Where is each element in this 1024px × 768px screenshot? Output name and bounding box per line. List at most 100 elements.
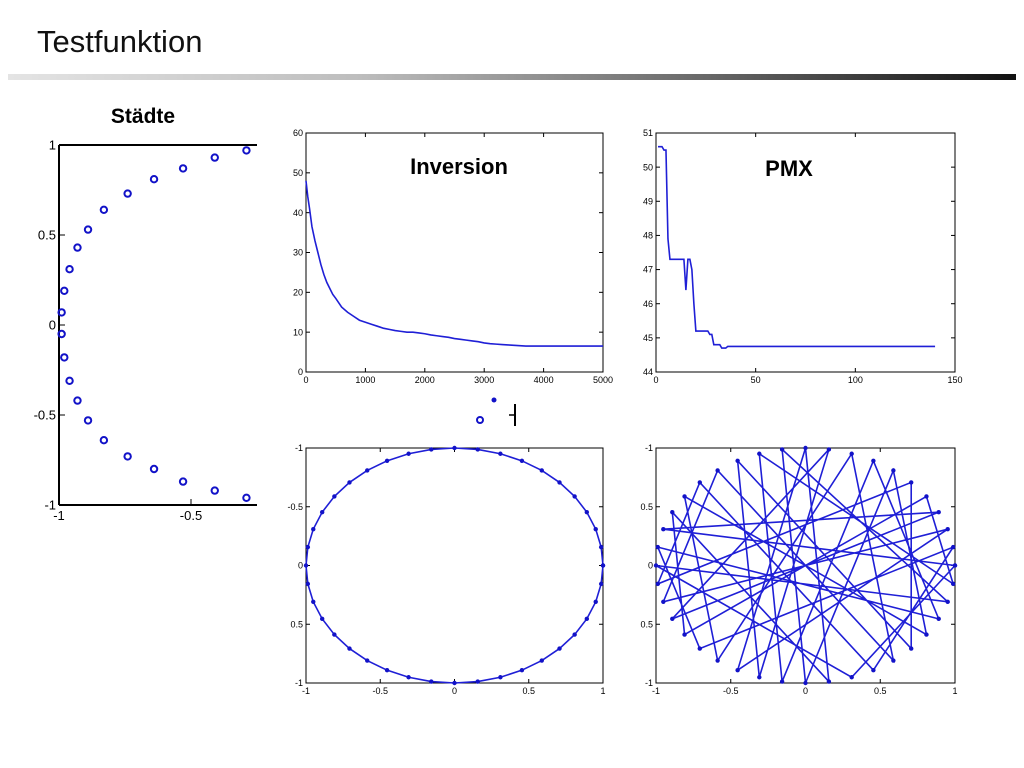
x-tick-label: 0 xyxy=(303,375,308,385)
x-tick-label: 5000 xyxy=(593,375,613,385)
fragment-marker xyxy=(476,416,484,424)
x-tick-label: 0 xyxy=(803,686,808,696)
y-tick-label: 50 xyxy=(643,162,653,172)
slide-title: Testfunktion xyxy=(37,24,203,59)
city-point xyxy=(475,447,480,452)
city-point xyxy=(936,616,941,622)
city-point xyxy=(57,329,66,339)
y-tick-label: 51 xyxy=(643,128,653,138)
x-tick-label: -0.5 xyxy=(723,686,739,696)
city-point xyxy=(670,616,675,622)
y-tick-label: -0.5 xyxy=(287,502,303,512)
city-point xyxy=(803,445,808,451)
city-point xyxy=(149,175,159,184)
y-tick-label: 45 xyxy=(643,333,653,343)
city-point xyxy=(826,447,832,452)
fragment-marker xyxy=(491,397,497,403)
overlap-fragment xyxy=(476,397,516,426)
x-tick-label: -1 xyxy=(302,686,310,696)
city-point xyxy=(519,458,525,464)
city-point xyxy=(891,468,896,473)
chart-pmx: PMX 0 50 100 150 44 45 46 47 48 49 50 51 xyxy=(643,128,963,385)
city-point xyxy=(584,616,590,622)
y-tick-label: 30 xyxy=(293,248,303,258)
chart-title-inversion: Inversion xyxy=(410,154,508,179)
x-tick-label: 1000 xyxy=(355,375,375,385)
city-point xyxy=(936,509,941,515)
y-tick-label: -0.5 xyxy=(34,408,56,423)
city-point xyxy=(311,599,316,605)
city-point xyxy=(779,679,785,684)
y-tick-label: -1 xyxy=(295,678,303,688)
x-tick-label: -0.5 xyxy=(180,508,202,523)
x-tick-label: 0.5 xyxy=(874,686,887,696)
city-point xyxy=(384,458,390,464)
y-tick-label: 0.5 xyxy=(38,228,56,243)
city-point xyxy=(661,526,666,532)
city-point xyxy=(210,153,219,162)
x-tick-label: 150 xyxy=(947,375,962,385)
city-point xyxy=(655,581,661,587)
city-point xyxy=(670,509,675,515)
title-divider xyxy=(8,74,1016,80)
city-point xyxy=(305,544,311,550)
city-point xyxy=(945,526,950,532)
city-point xyxy=(945,599,950,605)
city-point xyxy=(539,658,544,663)
y-tick-label: 47 xyxy=(643,265,653,275)
city-point xyxy=(498,451,503,456)
x-tick-label: 0 xyxy=(653,375,658,385)
city-point xyxy=(593,526,598,532)
city-point xyxy=(697,480,702,485)
city-point xyxy=(924,632,929,637)
x-tick-label: 0.5 xyxy=(522,686,535,696)
city-point xyxy=(123,452,132,461)
city-point xyxy=(210,486,219,495)
city-point xyxy=(319,509,325,515)
city-point xyxy=(952,563,958,568)
city-point xyxy=(475,679,480,684)
city-point xyxy=(305,581,311,587)
city-point xyxy=(849,675,854,680)
city-point xyxy=(598,581,604,587)
city-point xyxy=(519,667,525,673)
y-tick-label: 0 xyxy=(648,561,653,571)
city-point xyxy=(557,646,562,651)
chart-tour-random: -1 -0.5 0 0.5 1 -1 0.5 0 0.5 -1 xyxy=(640,443,957,696)
y-tick-label: 0.5 xyxy=(640,619,653,629)
city-point xyxy=(332,632,337,637)
city-point xyxy=(653,563,659,568)
city-point xyxy=(83,416,93,425)
city-point xyxy=(871,667,876,673)
city-point xyxy=(406,451,411,456)
x-tick-label: 3000 xyxy=(474,375,494,385)
city-point xyxy=(593,599,598,605)
city-point xyxy=(73,396,82,405)
chart-staedte: Städte -1 -0.5 -1 -0.5 0 0.5 1 xyxy=(34,105,257,523)
city-point xyxy=(661,599,666,605)
x-tick-label: 50 xyxy=(751,375,761,385)
x-tick-label: -1 xyxy=(652,686,660,696)
x-tick-label: -0.5 xyxy=(372,686,388,696)
city-point xyxy=(83,225,93,234)
city-point xyxy=(924,494,929,499)
city-point xyxy=(572,494,577,499)
city-point xyxy=(332,494,337,499)
y-tick-label: 0 xyxy=(49,318,56,333)
city-point xyxy=(826,679,832,684)
y-tick-label: 10 xyxy=(293,327,303,337)
y-tick-label: 1 xyxy=(49,138,56,153)
y-tick-label: -1 xyxy=(44,498,56,513)
chart-title-pmx: PMX xyxy=(765,156,813,181)
city-point xyxy=(757,675,762,680)
city-point xyxy=(303,563,309,568)
city-point xyxy=(384,667,390,673)
city-point xyxy=(539,468,544,473)
city-point xyxy=(178,477,188,486)
city-point xyxy=(682,494,687,499)
x-tick-label: -1 xyxy=(53,508,65,523)
city-point xyxy=(557,480,562,485)
city-point xyxy=(347,480,352,485)
city-point xyxy=(73,243,82,252)
